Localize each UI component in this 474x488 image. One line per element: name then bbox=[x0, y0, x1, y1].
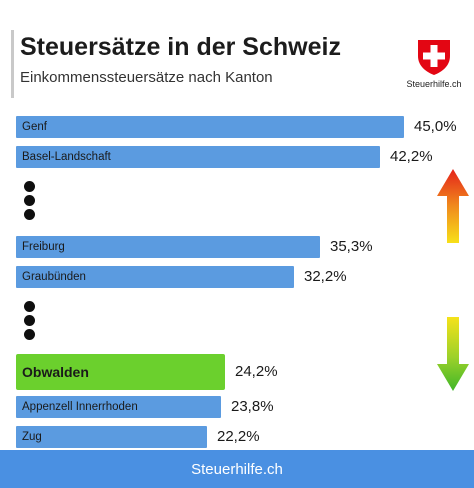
bar-label: Freiburg bbox=[22, 241, 65, 253]
footer-text: Steuerhilfe.ch bbox=[191, 460, 283, 478]
bar bbox=[16, 116, 404, 138]
bar bbox=[16, 354, 225, 390]
ellipsis-dot bbox=[24, 181, 35, 192]
data-label: 42,2% bbox=[390, 148, 433, 165]
data-label: 23,8% bbox=[231, 398, 274, 415]
footer-bar: Steuerhilfe.ch bbox=[0, 450, 474, 488]
ellipsis-dot bbox=[24, 209, 35, 220]
logo-text: Steuerhilfe.ch bbox=[406, 79, 462, 89]
bar-label: Obwalden bbox=[22, 364, 89, 380]
page-subtitle: Einkommenssteuersätze nach Kanton bbox=[20, 69, 273, 86]
bar-label: Appenzell Innerrhoden bbox=[22, 401, 138, 413]
ellipsis-dot bbox=[24, 195, 35, 206]
ellipsis-dot bbox=[24, 329, 35, 340]
gradient-arrow-up-icon bbox=[437, 169, 469, 243]
swiss-cross-icon bbox=[418, 40, 450, 75]
ellipsis-dot bbox=[24, 315, 35, 326]
bar bbox=[16, 266, 294, 288]
bar-label: Zug bbox=[22, 431, 42, 443]
bar-chart: Genf 45,0% Basel-Landschaft 42,2% Freiburg 35… bbox=[16, 116, 457, 448]
bar bbox=[16, 396, 221, 418]
page-title: Steuersätze in der Schweiz bbox=[20, 33, 341, 61]
brand-logo: Steuerhilfe.ch bbox=[404, 36, 464, 89]
data-label: 45,0% bbox=[414, 118, 457, 135]
data-label: 24,2% bbox=[235, 363, 278, 380]
bar-label: Basel-Landschaft bbox=[22, 151, 111, 163]
data-label: 35,3% bbox=[330, 238, 373, 255]
data-label: 22,2% bbox=[217, 428, 260, 445]
bar-label: Graubünden bbox=[22, 271, 86, 283]
ellipsis-dot bbox=[24, 301, 35, 312]
title-accent-bar bbox=[11, 30, 14, 98]
gradient-arrow-down-icon bbox=[437, 317, 469, 391]
bar bbox=[16, 426, 207, 448]
data-label: 32,2% bbox=[304, 268, 347, 285]
bar-label: Genf bbox=[22, 121, 47, 133]
bar bbox=[16, 146, 380, 168]
bar bbox=[16, 236, 320, 258]
